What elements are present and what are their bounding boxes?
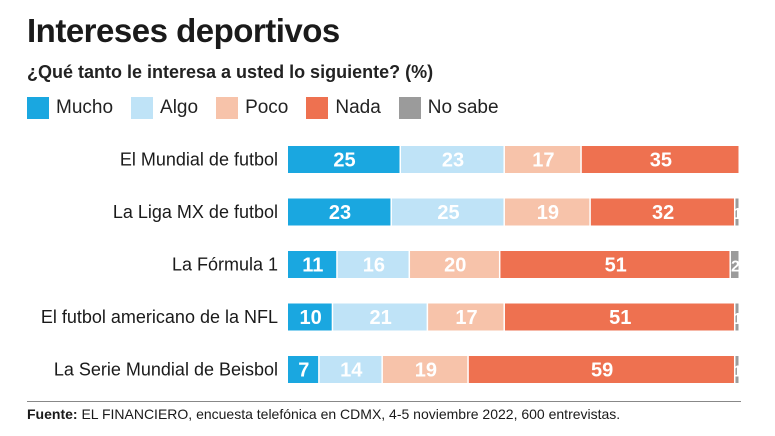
data-label-la-serie-mundial-de-beisbol-algo: 14 bbox=[340, 360, 363, 382]
data-label-el-futbol-americano-de-la-nfl-no-sabe: 1 bbox=[733, 311, 742, 328]
data-label-la-liga-mx-de-futbol-mucho: 23 bbox=[329, 202, 351, 224]
bar-la-formula-1-algo bbox=[337, 251, 409, 278]
legend-swatch-no-sabe bbox=[398, 97, 421, 119]
source-text: EL FINANCIERO, encuesta telefónica en CD… bbox=[77, 406, 621, 422]
source-label: Fuente: bbox=[27, 406, 78, 422]
data-label-la-serie-mundial-de-beisbol-mucho: 7 bbox=[298, 360, 309, 382]
legend: Mucho Algo Poco Nada No sabe bbox=[27, 97, 517, 119]
data-label-el-mundial-de-futbol-mucho: 25 bbox=[333, 150, 355, 172]
bar-el-futbol-americano-de-la-nfl-nada bbox=[504, 303, 734, 331]
legend-label-algo: Algo bbox=[160, 97, 199, 118]
data-label-el-futbol-americano-de-la-nfl-algo: 21 bbox=[370, 307, 392, 329]
bar-la-formula-1-nada bbox=[500, 251, 730, 278]
bar-la-serie-mundial-de-beisbol-mucho bbox=[288, 356, 319, 383]
bar-la-serie-mundial-de-beisbol-poco bbox=[382, 356, 468, 383]
data-label-el-futbol-americano-de-la-nfl-poco: 17 bbox=[455, 307, 477, 329]
category-label-el-mundial-de-futbol: El Mundial de futbol bbox=[120, 150, 278, 170]
legend-swatch-poco bbox=[216, 97, 239, 119]
data-label-la-liga-mx-de-futbol-nada: 32 bbox=[652, 202, 674, 224]
bar-el-mundial-de-futbol-algo bbox=[401, 146, 504, 173]
bar-el-futbol-americano-de-la-nfl-algo bbox=[333, 303, 427, 331]
legend-swatch-mucho bbox=[27, 97, 49, 119]
bar-la-liga-mx-de-futbol-mucho bbox=[288, 198, 391, 226]
data-label-la-formula-1-algo: 16 bbox=[363, 255, 385, 277]
legend-item-no-sabe: No sabe bbox=[398, 97, 499, 119]
bar-el-futbol-americano-de-la-nfl-mucho bbox=[288, 303, 332, 331]
data-label-la-formula-1-mucho: 11 bbox=[302, 255, 323, 277]
legend-item-poco: Poco bbox=[216, 97, 288, 119]
legend-label-poco: Poco bbox=[245, 97, 289, 118]
chart-subtitle: ¿Qué tanto le interesa a usted lo siguie… bbox=[27, 62, 434, 82]
legend-swatch-nada bbox=[306, 97, 329, 119]
legend-label-nada: Nada bbox=[335, 97, 381, 118]
legend-item-algo: Algo bbox=[131, 97, 198, 119]
bar-el-mundial-de-futbol-mucho bbox=[288, 146, 400, 173]
bar-la-liga-mx-de-futbol-no-sabe bbox=[735, 198, 739, 226]
data-label-la-serie-mundial-de-beisbol-poco: 19 bbox=[415, 360, 437, 382]
bar-el-futbol-americano-de-la-nfl-no-sabe bbox=[735, 303, 739, 331]
bar-la-formula-1-mucho bbox=[288, 251, 337, 278]
bar-la-liga-mx-de-futbol-nada bbox=[590, 198, 734, 226]
data-label-el-mundial-de-futbol-algo: 23 bbox=[442, 150, 464, 172]
data-label-el-futbol-americano-de-la-nfl-mucho: 10 bbox=[299, 307, 321, 329]
data-label-la-serie-mundial-de-beisbol-nada: 59 bbox=[591, 360, 613, 382]
source-note: Fuente: EL FINANCIERO, encuesta telefóni… bbox=[27, 406, 620, 422]
bar-la-formula-1-poco bbox=[410, 251, 499, 278]
data-label-la-liga-mx-de-futbol-no-sabe: 1 bbox=[733, 206, 742, 223]
category-label-la-liga-mx-de-futbol: La Liga MX de futbol bbox=[113, 202, 278, 222]
legend-label-no-sabe: No sabe bbox=[427, 97, 499, 118]
data-label-la-formula-1-poco: 20 bbox=[444, 255, 466, 277]
data-label-el-mundial-de-futbol-nada: 35 bbox=[650, 150, 672, 172]
category-label-la-serie-mundial-de-beisbol: La Serie Mundial de Beisbol bbox=[54, 360, 278, 380]
category-label-la-formula-1: La Fórmula 1 bbox=[172, 255, 278, 275]
bar-el-mundial-de-futbol-poco bbox=[504, 146, 581, 173]
legend-label-mucho: Mucho bbox=[56, 97, 114, 118]
bar-la-liga-mx-de-futbol-poco bbox=[504, 198, 590, 226]
bar-la-liga-mx-de-futbol-algo bbox=[391, 198, 504, 226]
data-label-la-liga-mx-de-futbol-algo: 25 bbox=[437, 202, 459, 224]
data-label-la-formula-1-no-sabe: 2 bbox=[731, 259, 740, 276]
category-label-el-futbol-americano-de-la-nfl: El futbol americano de la NFL bbox=[41, 307, 278, 327]
legend-item-mucho: Mucho bbox=[27, 97, 113, 119]
chart-title: Intereses deportivos bbox=[27, 12, 340, 49]
footer-divider bbox=[27, 401, 741, 402]
bar-la-serie-mundial-de-beisbol-algo bbox=[319, 356, 382, 383]
bar-la-serie-mundial-de-beisbol-nada bbox=[468, 356, 734, 383]
legend-swatch-algo bbox=[131, 97, 154, 119]
data-label-la-formula-1-nada: 51 bbox=[605, 255, 627, 277]
bar-la-serie-mundial-de-beisbol-no-sabe bbox=[735, 356, 739, 383]
data-label-la-liga-mx-de-futbol-poco: 19 bbox=[537, 202, 559, 224]
legend-item-nada: Nada bbox=[306, 97, 381, 119]
bar-la-formula-1-no-sabe bbox=[730, 251, 739, 278]
data-label-el-mundial-de-futbol-poco: 17 bbox=[532, 150, 554, 172]
data-label-el-futbol-americano-de-la-nfl-nada: 51 bbox=[609, 307, 631, 329]
data-label-la-serie-mundial-de-beisbol-no-sabe: 1 bbox=[733, 364, 742, 381]
bar-el-mundial-de-futbol-nada bbox=[581, 146, 739, 173]
bar-el-futbol-americano-de-la-nfl-poco bbox=[428, 303, 504, 331]
